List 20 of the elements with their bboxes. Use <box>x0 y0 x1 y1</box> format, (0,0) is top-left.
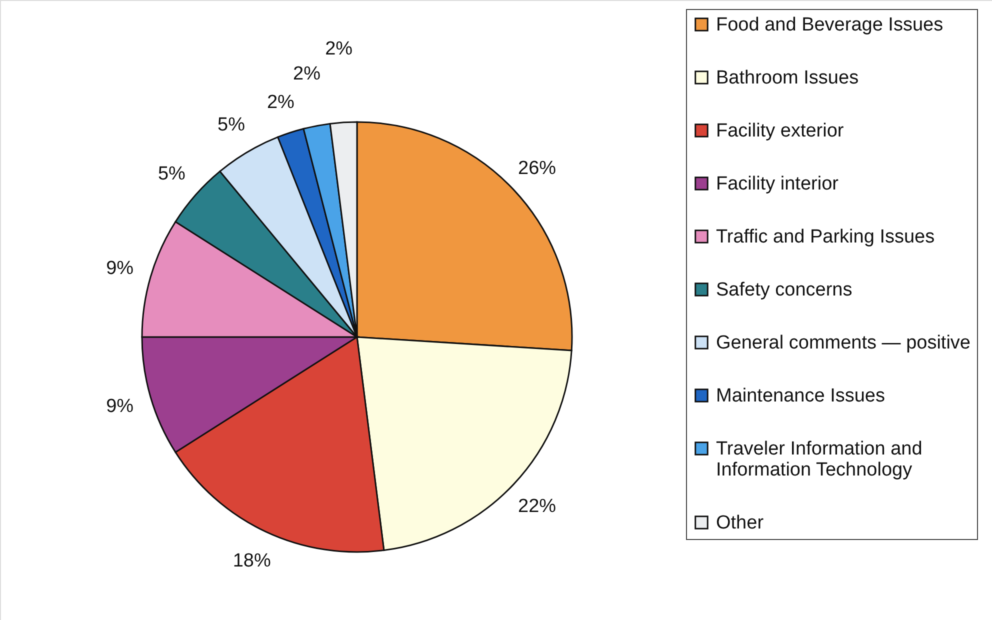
legend-label: Food and Beverage Issues <box>716 14 944 36</box>
data-label: 5% <box>218 114 246 136</box>
legend-label: General comments — positive <box>716 332 970 354</box>
data-label: 2% <box>266 92 295 114</box>
data-label: 18% <box>232 550 271 572</box>
legend-label: Facility interior <box>716 174 840 194</box>
legend-label: Safety concerns <box>716 280 852 300</box>
data-label: 22% <box>518 496 556 518</box>
data-label: 9% <box>106 258 134 280</box>
data-label: 9% <box>106 396 134 417</box>
data-label: 2% <box>325 38 353 60</box>
legend-label: Traffic and Parking Issues <box>716 226 935 248</box>
legend-label: Other <box>716 512 764 534</box>
legend-label: Maintenance Issues <box>716 386 885 406</box>
legend-label: Bathroom Issues <box>716 68 859 88</box>
data-label: 5% <box>158 164 186 185</box>
legend-label: Traveler Information and Information Technology <box>716 438 922 480</box>
data-label: 2% <box>293 64 321 85</box>
legend-label: Facility exterior <box>716 120 844 142</box>
data-label: 26% <box>518 158 556 179</box>
